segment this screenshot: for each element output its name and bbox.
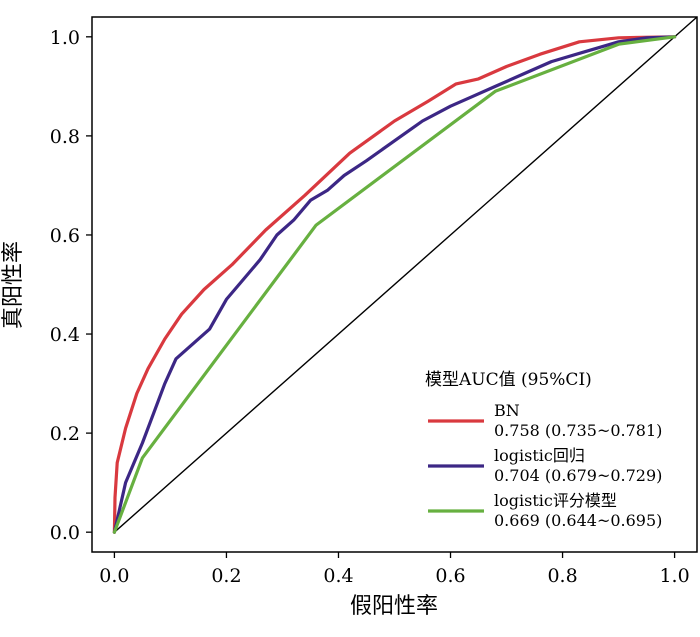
legend: 模型AUC值 (95%CI) BN0.758 (0.735~0.781) logi… xyxy=(425,370,662,530)
plot-frame xyxy=(91,16,698,553)
reference-line-layer xyxy=(113,16,698,533)
legend-series-name: BN xyxy=(494,401,520,420)
series-line-1 xyxy=(112,35,677,534)
x-tick-label: 0.4 xyxy=(323,565,353,587)
x-tick-label: 0.8 xyxy=(547,565,577,587)
axes-layer xyxy=(91,16,698,553)
x-tick-label: 1.0 xyxy=(659,565,689,587)
legend-series-auc: 0.704 (0.679~0.729) xyxy=(494,466,662,485)
legend-series-auc: 0.758 (0.735~0.781) xyxy=(494,421,662,440)
y-tick-label: 0.6 xyxy=(50,225,80,247)
x-axis-label: 假阳性率 xyxy=(350,594,438,619)
legend-title: 模型AUC值 (95%CI) xyxy=(425,370,592,390)
x-tick-label: 0.2 xyxy=(211,565,241,587)
series-line-3 xyxy=(112,35,677,534)
y-tick-label: 0.8 xyxy=(50,126,80,148)
y-tick-label: 0.2 xyxy=(50,423,80,445)
y-axis-label: 真阳性率 xyxy=(1,241,26,329)
y-tick-label: 0.4 xyxy=(50,324,80,346)
reference-diagonal-line xyxy=(113,16,698,533)
ticks-layer: 0.0 0.2 0.4 0.6 0.8 1.0 0.0 0.2 0.4 0.6 0.8 1.0 xyxy=(50,27,690,587)
series-layer xyxy=(112,35,677,534)
series-line-2 xyxy=(112,35,677,534)
legend-series-name: logistic回归 xyxy=(494,446,585,465)
legend-series-auc: 0.669 (0.644~0.695) xyxy=(494,511,662,530)
x-tick-label: 0.0 xyxy=(99,565,129,587)
y-tick-label: 1.0 xyxy=(50,27,80,49)
x-tick-label: 0.6 xyxy=(435,565,465,587)
legend-series-name: logistic评分模型 xyxy=(494,491,617,510)
y-tick-label: 0.0 xyxy=(50,522,80,544)
